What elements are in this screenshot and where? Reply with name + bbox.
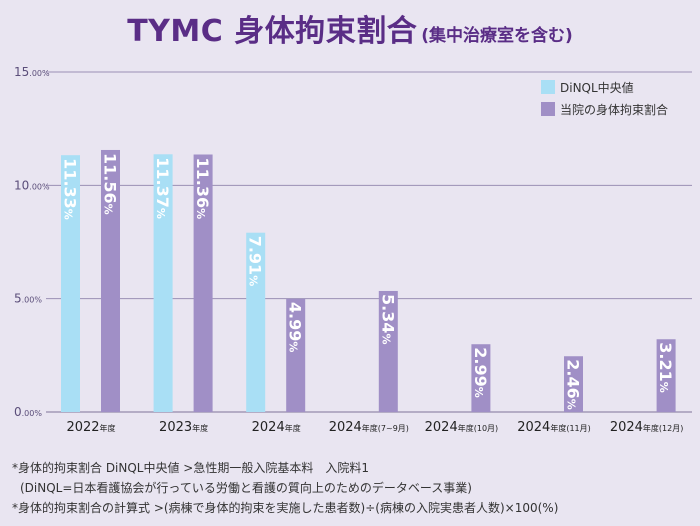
legend-swatch-0 <box>541 80 555 94</box>
bar-value-label-dinql-1: 11.37% <box>153 157 172 219</box>
y-tick-label-2: 5.00% <box>14 292 42 306</box>
bar-hospital-4 <box>471 344 491 412</box>
y-tick-label-3: 0.00% <box>14 405 42 419</box>
chart-title: TYMC 身体拘束割合 (集中治療室を含む) <box>0 6 700 50</box>
chart-title-main: TYMC 身体拘束割合 <box>127 14 418 49</box>
bar-hospital-1 <box>193 154 213 413</box>
bar-hospital-0 <box>101 149 120 412</box>
bar-value-label-hospital-0: 11.56% <box>101 153 120 215</box>
x-tick-label-6: 2024年度(12月) <box>610 420 684 435</box>
bar-hospital-2 <box>286 298 306 412</box>
bar-value-label-hospital-2: 4.99% <box>286 302 305 353</box>
bar-hospital-5 <box>564 356 583 412</box>
y-tick-label-1: 10.00% <box>14 178 50 192</box>
footnote-1: *身体的拘束割合 DiNQL中央値 >急性期一般入院基本料 入院料1 <box>12 461 370 475</box>
footnote-3: *身体的拘束割合の計算式 >(病棟で身体的拘束を実施した患者数)÷(病棟の入院実… <box>12 501 559 515</box>
bar-dinql-1 <box>153 154 173 412</box>
footnote-2: (DiNQL=日本看護協会が行っている労働と看護の質向上のためのデータベース事業… <box>20 481 472 495</box>
legend-label-1: 当院の身体拘束割合 <box>560 102 668 117</box>
bar-value-label-hospital-1: 11.36% <box>193 158 212 220</box>
x-tick-label-3: 2024年度(7~9月) <box>329 420 409 435</box>
bar-value-label-hospital-3: 5.34% <box>378 294 397 345</box>
bar-value-label-hospital-6: 3.21% <box>656 342 675 393</box>
bar-value-label-hospital-4: 2.99% <box>471 347 490 398</box>
x-tick-label-2: 2024年度 <box>252 420 301 435</box>
chart-title-sub: (集中治療室を含む) <box>421 26 573 46</box>
x-tick-label-1: 2023年度 <box>159 420 208 435</box>
footnotes: *身体的拘束割合 DiNQL中央値 >急性期一般入院基本料 入院料1 (DiNQ… <box>12 458 692 518</box>
bar-hospital-6 <box>656 339 676 412</box>
legend-label-0: DiNQL中央値 <box>560 80 634 95</box>
y-tick-label-0: 15.00% <box>14 65 50 79</box>
bar-dinql-2 <box>246 232 266 412</box>
bar-hospital-3 <box>378 290 398 412</box>
bar-value-label-hospital-5: 2.46% <box>564 359 583 410</box>
bar-value-label-dinql-0: 11.33% <box>61 158 80 220</box>
x-tick-label-4: 2024年度(10月) <box>425 420 499 435</box>
bar-value-label-dinql-2: 7.91% <box>246 236 265 287</box>
bar-dinql-0 <box>61 155 80 413</box>
x-tick-label-5: 2024年度(11月) <box>517 420 591 435</box>
legend-swatch-1 <box>541 102 555 116</box>
x-tick-label-0: 2022年度 <box>66 420 115 435</box>
